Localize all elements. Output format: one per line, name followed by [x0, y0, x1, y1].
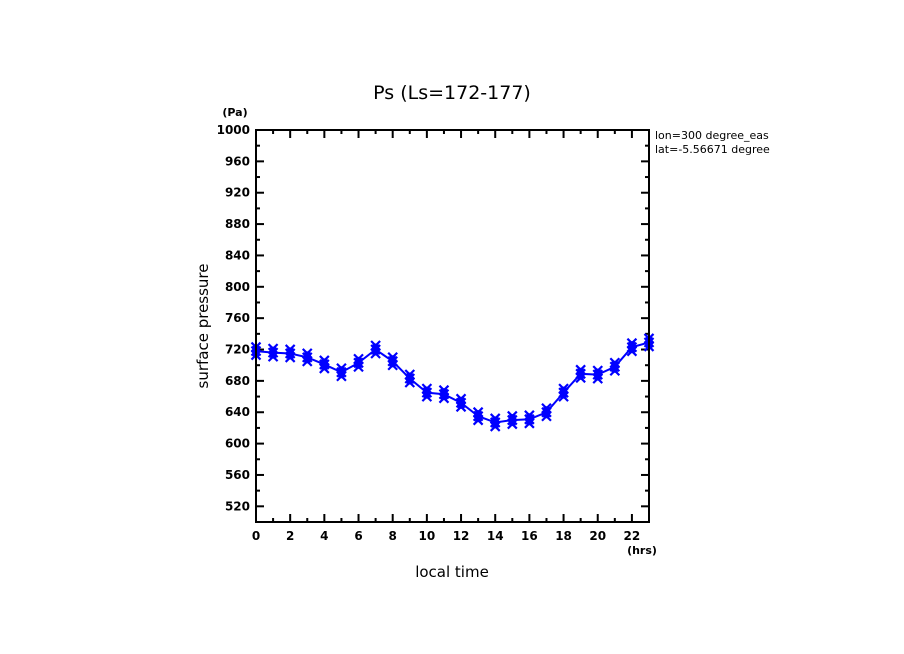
y-tick-label: 760 [225, 311, 250, 325]
data-point-marker [301, 348, 313, 367]
x-tick-label: 16 [521, 529, 538, 543]
series-line [255, 341, 650, 424]
data-point-marker [284, 344, 296, 363]
y-tick-label: 600 [225, 437, 250, 451]
y-tick-label: 960 [225, 154, 250, 168]
x-tick-label: 20 [589, 529, 606, 543]
y-tick-label: 520 [225, 499, 250, 513]
data-point-marker [421, 383, 433, 402]
x-tick-label: 10 [419, 529, 436, 543]
x-tick-label: 14 [487, 529, 504, 543]
x-tick-label: 0 [252, 529, 260, 543]
latitude-annotation: lat=-5.56671 degree [655, 143, 770, 156]
y-tick-label: 800 [225, 280, 250, 294]
x-tick-label: 2 [286, 529, 294, 543]
x-tick-label: 6 [354, 529, 362, 543]
longitude-annotation: lon=300 degree_eas [655, 129, 769, 142]
data-point-marker [387, 352, 398, 371]
data-point-marker [438, 384, 450, 404]
x-tick-label: 4 [320, 529, 328, 543]
data-point-marker [507, 410, 518, 430]
data-point-marker [472, 406, 484, 426]
data-point-marker [489, 413, 501, 432]
y-tick-label: 640 [225, 405, 250, 419]
plot-frame [255, 129, 650, 523]
data-point-marker [575, 364, 586, 384]
data-point-marker [353, 353, 364, 373]
data-point-marker [626, 337, 638, 357]
data-point-marker [524, 410, 535, 429]
y-tick-label: 720 [225, 343, 250, 357]
data-point-marker [404, 369, 416, 388]
y-tick-label: 560 [225, 468, 250, 482]
x-tick-label: 8 [389, 529, 397, 543]
chart-title: Ps (Ls=172-177) [373, 82, 531, 104]
data-point-marker [336, 362, 347, 382]
y-tick-label: 880 [225, 217, 250, 231]
data-point-marker [455, 393, 467, 413]
y-tick-label: 920 [225, 186, 250, 200]
data-point-marker [370, 340, 381, 359]
x-axis-label: local time [415, 563, 489, 581]
data-series [250, 333, 655, 432]
data-point-marker [319, 355, 330, 374]
x-tick-label: 12 [453, 529, 470, 543]
data-point-marker [609, 357, 621, 377]
x-tick-label: 18 [555, 529, 572, 543]
x-unit-label: (hrs) [627, 544, 657, 557]
y-tick-label: 680 [225, 374, 250, 388]
y-unit-label: (Pa) [222, 106, 247, 119]
x-tick-label: 22 [624, 529, 641, 543]
data-point-marker [541, 402, 552, 422]
y-axis-label: surface pressure [194, 264, 212, 389]
axis-ticks: 0 2 4 6 8 10 12 14 16 18 20 22 520 560 600 640 680 720 760… [217, 123, 650, 543]
y-tick-label: 840 [225, 248, 250, 262]
data-point-marker [592, 365, 604, 384]
y-tick-label: 1000 [217, 123, 250, 137]
data-point-marker [267, 343, 279, 362]
data-point-marker [558, 383, 569, 402]
